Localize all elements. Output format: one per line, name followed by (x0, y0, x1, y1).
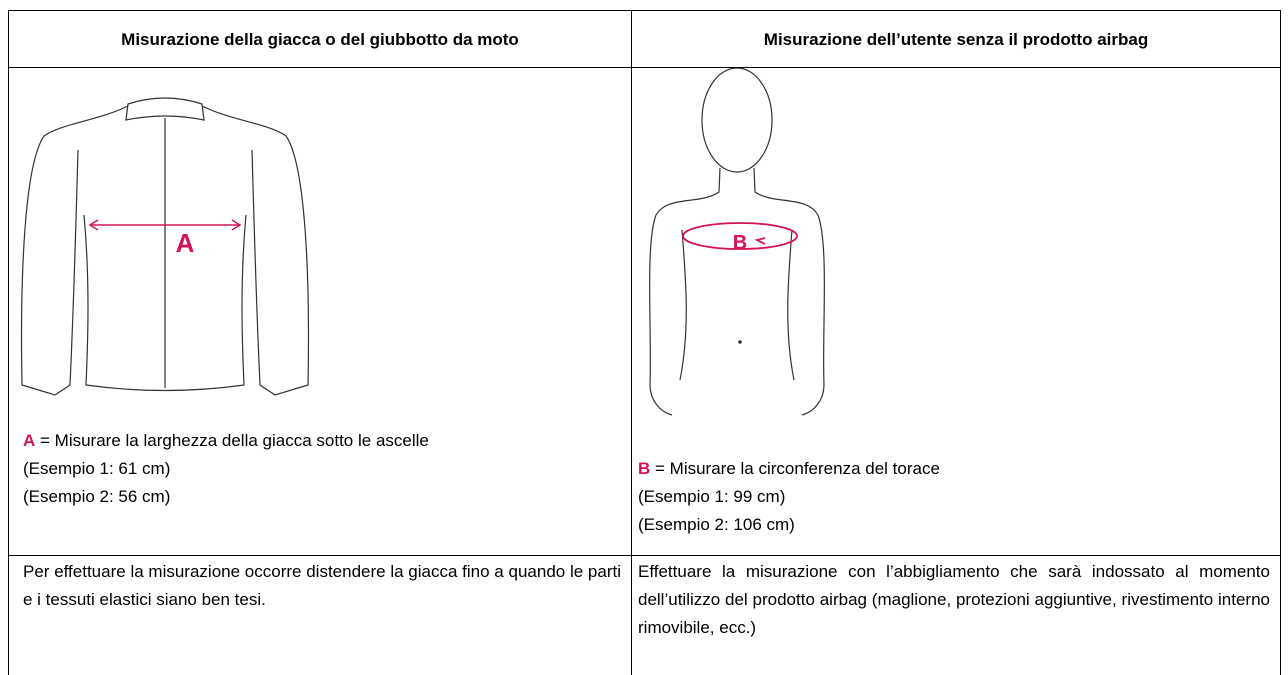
border (8, 10, 1281, 11)
border (8, 555, 1281, 556)
label-b: B (733, 232, 747, 254)
measure-loop-b (682, 222, 798, 250)
example: (Esempio 2: 106 cm) (638, 515, 795, 534)
description: = Misurare la circonferenza del torace (655, 459, 940, 478)
letter: B (638, 459, 651, 478)
measure-arrow-a (88, 219, 242, 231)
caption: B = Misurare la circonferenza del torace… (638, 455, 940, 539)
note: Per effettuare la misurazione occorre di… (23, 562, 621, 609)
letter: A (23, 431, 36, 450)
example: (Esempio 2: 56 cm) (23, 487, 171, 506)
description: = Misurare la larghezza della giacca sot… (40, 431, 429, 450)
caption-line: B = Misurare la circonferenza del torace (638, 455, 940, 483)
header: Misurazione dell’utente senza il prodott… (763, 30, 1149, 49)
border (631, 10, 632, 675)
note: Effettuare la misurazione con l’abbiglia… (638, 562, 1270, 637)
border (1280, 10, 1281, 675)
caption-line: A = Misurare la larghezza della giacca s… (23, 427, 429, 455)
header: Misurazione della giacca o del giubbotto… (121, 30, 519, 49)
border (8, 10, 9, 675)
jacket-drawing (20, 97, 310, 396)
caption: A = Misurare la larghezza della giacca s… (23, 427, 429, 511)
example: (Esempio 1: 99 cm) (638, 487, 786, 506)
torso-drawing (649, 67, 825, 416)
border (8, 67, 1281, 68)
example: (Esempio 1: 61 cm) (23, 459, 171, 478)
label-a: A (176, 228, 195, 258)
